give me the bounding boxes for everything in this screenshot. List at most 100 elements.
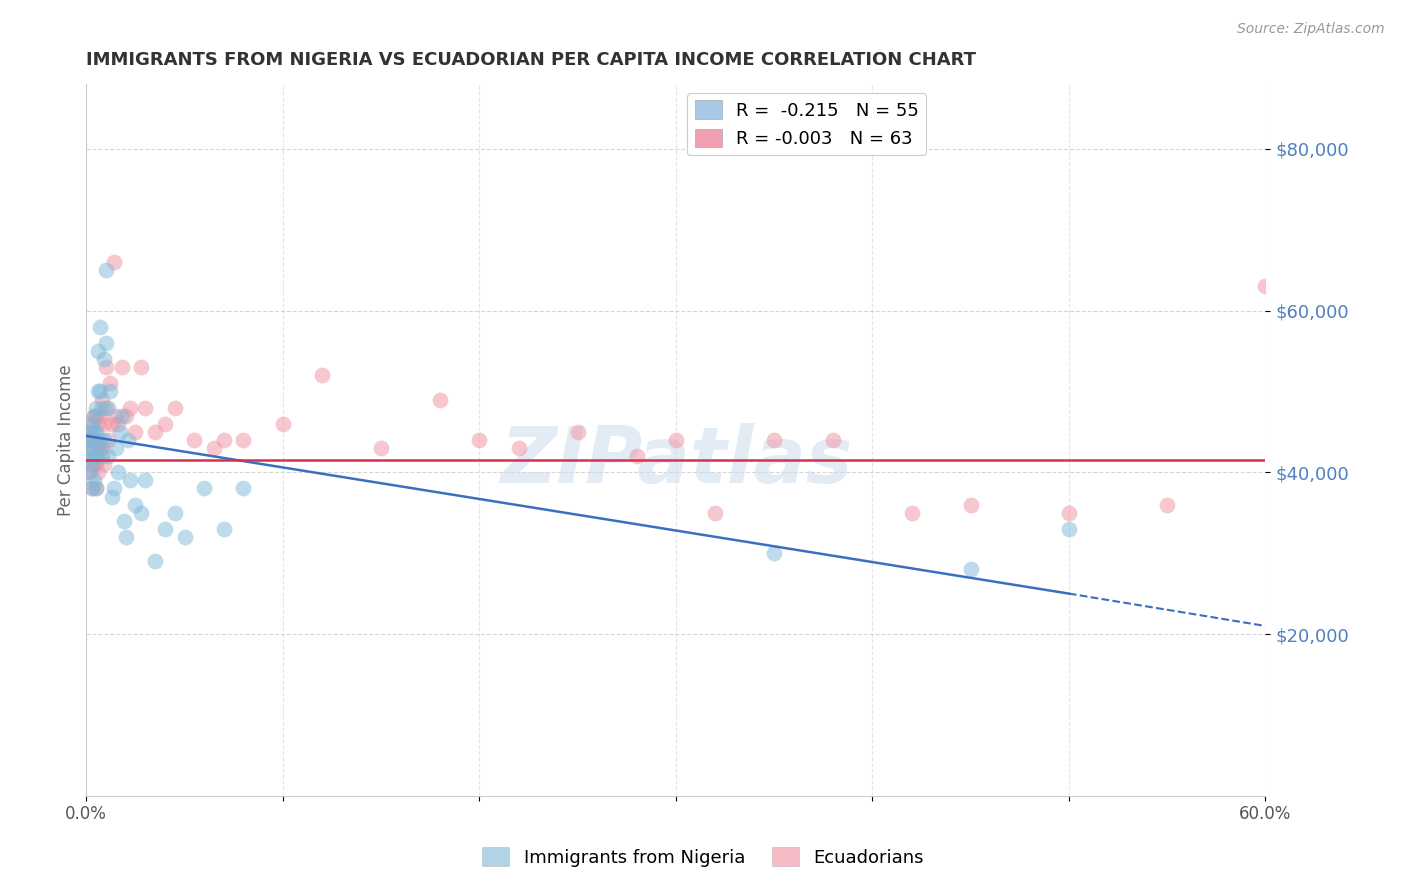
Point <box>124 425 146 439</box>
Point <box>626 449 648 463</box>
Point <box>103 255 125 269</box>
Point <box>163 506 186 520</box>
Point <box>212 433 235 447</box>
Point <box>212 522 235 536</box>
Point <box>1057 506 1080 520</box>
Point <box>89 384 111 399</box>
Point <box>193 482 215 496</box>
Point <box>311 368 333 383</box>
Point <box>87 465 110 479</box>
Point <box>763 433 786 447</box>
Point <box>153 417 176 431</box>
Legend: R =  -0.215   N = 55, R = -0.003   N = 63: R = -0.215 N = 55, R = -0.003 N = 63 <box>688 93 927 155</box>
Point <box>134 401 156 415</box>
Point <box>77 433 100 447</box>
Point <box>104 409 127 423</box>
Point <box>87 417 110 431</box>
Point <box>1254 279 1277 293</box>
Point <box>468 433 491 447</box>
Point <box>959 498 981 512</box>
Point <box>108 425 131 439</box>
Point <box>117 433 139 447</box>
Point <box>101 490 124 504</box>
Point <box>134 474 156 488</box>
Point <box>84 433 107 447</box>
Point <box>89 433 111 447</box>
Point <box>163 401 186 415</box>
Point <box>101 417 124 431</box>
Text: Source: ZipAtlas.com: Source: ZipAtlas.com <box>1237 22 1385 37</box>
Point <box>79 425 101 439</box>
Point <box>93 457 115 471</box>
Point <box>87 343 110 358</box>
Point <box>84 425 107 439</box>
Point <box>91 401 114 415</box>
Point <box>1057 522 1080 536</box>
Point <box>83 409 105 423</box>
Point <box>84 482 107 496</box>
Point <box>508 441 530 455</box>
Point <box>77 449 100 463</box>
Point <box>93 417 115 431</box>
Point <box>83 474 105 488</box>
Point <box>84 457 107 471</box>
Point <box>97 449 120 463</box>
Point <box>143 554 166 568</box>
Point <box>370 441 392 455</box>
Point <box>82 482 104 496</box>
Point <box>112 514 135 528</box>
Point <box>82 457 104 471</box>
Point <box>821 433 844 447</box>
Point <box>94 335 117 350</box>
Point <box>97 433 120 447</box>
Point <box>429 392 451 407</box>
Point <box>84 401 107 415</box>
Point <box>84 449 107 463</box>
Point <box>118 474 141 488</box>
Point <box>93 433 115 447</box>
Point <box>82 433 104 447</box>
Point <box>79 465 101 479</box>
Point <box>763 546 786 560</box>
Point <box>84 482 107 496</box>
Point <box>77 433 100 447</box>
Point <box>87 441 110 455</box>
Point <box>93 352 115 367</box>
Point <box>143 425 166 439</box>
Point <box>89 409 111 423</box>
Point <box>107 417 129 431</box>
Point <box>173 530 195 544</box>
Y-axis label: Per Capita Income: Per Capita Income <box>58 364 75 516</box>
Point <box>104 441 127 455</box>
Point <box>98 384 121 399</box>
Point <box>83 425 105 439</box>
Point <box>82 417 104 431</box>
Point <box>82 417 104 431</box>
Point <box>118 401 141 415</box>
Point <box>79 465 101 479</box>
Point <box>232 433 254 447</box>
Text: ZIPatlas: ZIPatlas <box>499 424 852 500</box>
Point <box>83 409 105 423</box>
Point <box>114 530 136 544</box>
Point <box>111 409 134 423</box>
Point <box>91 449 114 463</box>
Point <box>87 384 110 399</box>
Point <box>1156 498 1178 512</box>
Point <box>94 360 117 375</box>
Legend: Immigrants from Nigeria, Ecuadorians: Immigrants from Nigeria, Ecuadorians <box>475 840 931 874</box>
Text: IMMIGRANTS FROM NIGERIA VS ECUADORIAN PER CAPITA INCOME CORRELATION CHART: IMMIGRANTS FROM NIGERIA VS ECUADORIAN PE… <box>86 51 976 69</box>
Point <box>202 441 225 455</box>
Point <box>131 506 153 520</box>
Point <box>900 506 922 520</box>
Point <box>87 441 110 455</box>
Point <box>82 457 104 471</box>
Point <box>665 433 688 447</box>
Point <box>83 449 105 463</box>
Point <box>232 482 254 496</box>
Point <box>89 319 111 334</box>
Point <box>271 417 294 431</box>
Point <box>94 263 117 277</box>
Point <box>704 506 727 520</box>
Point <box>84 409 107 423</box>
